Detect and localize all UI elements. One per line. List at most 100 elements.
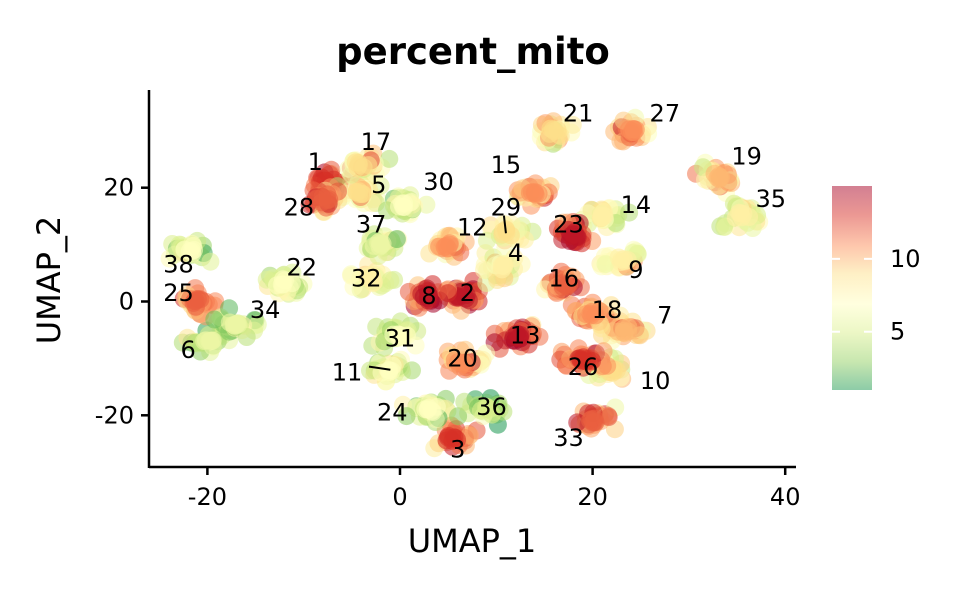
- point: [175, 240, 194, 259]
- point: [493, 225, 512, 244]
- cluster-label: 10: [640, 367, 671, 395]
- point: [380, 149, 399, 168]
- cluster-label: 32: [351, 265, 382, 293]
- x-tick-label: -20: [188, 483, 227, 511]
- colorbar: [832, 186, 872, 390]
- point: [435, 238, 454, 257]
- colorbar-tick-label: 10: [890, 245, 921, 273]
- point: [186, 291, 205, 310]
- point: [387, 230, 406, 249]
- point: [201, 252, 220, 271]
- point: [205, 310, 224, 329]
- cluster-label: 30: [423, 168, 454, 196]
- cluster-label: 31: [385, 324, 416, 352]
- cluster-label: 12: [457, 214, 488, 242]
- point: [390, 197, 408, 216]
- y-tick-label: -20: [95, 401, 134, 429]
- cluster-label: 21: [563, 100, 594, 128]
- point: [620, 203, 639, 222]
- point: [455, 392, 474, 411]
- x-tick-label: 20: [577, 483, 608, 511]
- cluster-label: 20: [447, 344, 478, 372]
- point: [364, 274, 383, 292]
- point: [420, 286, 438, 305]
- point: [454, 353, 473, 372]
- point: [389, 325, 407, 344]
- colorbar-tick-label: 5: [890, 318, 905, 346]
- cluster-label: 29: [491, 194, 522, 222]
- point: [555, 275, 574, 294]
- point: [318, 191, 337, 210]
- y-tick-label: 0: [119, 288, 134, 316]
- cluster-label: 5: [371, 171, 386, 199]
- point: [585, 409, 604, 428]
- point: [381, 271, 400, 290]
- point: [220, 313, 239, 332]
- cluster-label: 15: [491, 151, 522, 179]
- point: [507, 324, 526, 343]
- cluster-label: 38: [163, 251, 194, 279]
- point: [439, 284, 457, 303]
- point: [611, 253, 630, 271]
- point: [593, 208, 611, 227]
- cluster-label: 18: [592, 296, 623, 324]
- x-tick-label: 0: [392, 483, 407, 511]
- cluster-label: 7: [657, 302, 672, 330]
- cluster-label: 26: [568, 353, 599, 381]
- axes: [147, 90, 796, 469]
- point: [457, 286, 476, 304]
- cluster-label: 17: [361, 128, 392, 156]
- point: [397, 407, 416, 426]
- point: [483, 405, 501, 424]
- cluster-label: 33: [553, 424, 584, 452]
- cluster-label: 27: [650, 100, 681, 128]
- colorbar-legend: 5 10: [832, 186, 921, 390]
- cluster-label: 3: [450, 435, 465, 463]
- point: [559, 220, 578, 239]
- point: [371, 234, 390, 253]
- y-axis-title: UMAP_2: [30, 216, 68, 345]
- cluster-label: 24: [377, 398, 408, 426]
- point: [195, 332, 214, 351]
- point: [529, 184, 548, 203]
- point: [493, 256, 512, 275]
- colorbar-ticks: 5 10: [832, 245, 921, 346]
- point: [220, 299, 239, 318]
- cluster-label: 14: [621, 191, 652, 219]
- point: [418, 400, 437, 419]
- chart-title: percent_mito: [336, 30, 610, 73]
- cluster-label: 8: [421, 282, 436, 310]
- x-tick-label: 40: [770, 483, 801, 511]
- point: [439, 427, 458, 445]
- y-ticks: -20 0 20: [95, 174, 149, 429]
- point: [380, 363, 399, 381]
- cluster-label: 35: [755, 185, 786, 213]
- point: [624, 123, 643, 142]
- cluster-label: 2: [460, 279, 475, 307]
- point: [477, 231, 496, 250]
- cluster-label: 34: [250, 296, 281, 324]
- point: [350, 185, 369, 203]
- point: [583, 351, 602, 370]
- cluster-label: 28: [284, 194, 315, 222]
- x-ticks: -20 0 20 40: [188, 467, 801, 511]
- cluster-label: 6: [180, 336, 195, 364]
- y-tick-label: 20: [103, 174, 134, 202]
- cluster-label: 16: [548, 265, 579, 293]
- point: [449, 407, 468, 426]
- cluster-labels-layer: 1234567891011121314151617181920212223242…: [163, 100, 786, 464]
- cluster-label: 23: [553, 211, 584, 239]
- point: [563, 115, 582, 134]
- point: [282, 274, 301, 293]
- point: [403, 361, 421, 380]
- cluster-label: 37: [356, 211, 387, 239]
- cluster-leader-line: [368, 365, 391, 371]
- cluster-label: 1: [308, 148, 323, 176]
- cluster-label: 36: [476, 393, 507, 421]
- x-axis-title: UMAP_1: [408, 522, 537, 560]
- point: [344, 277, 363, 296]
- cluster-label: 19: [731, 142, 762, 170]
- cluster-label: 13: [510, 322, 541, 350]
- cluster-label: 9: [628, 256, 643, 284]
